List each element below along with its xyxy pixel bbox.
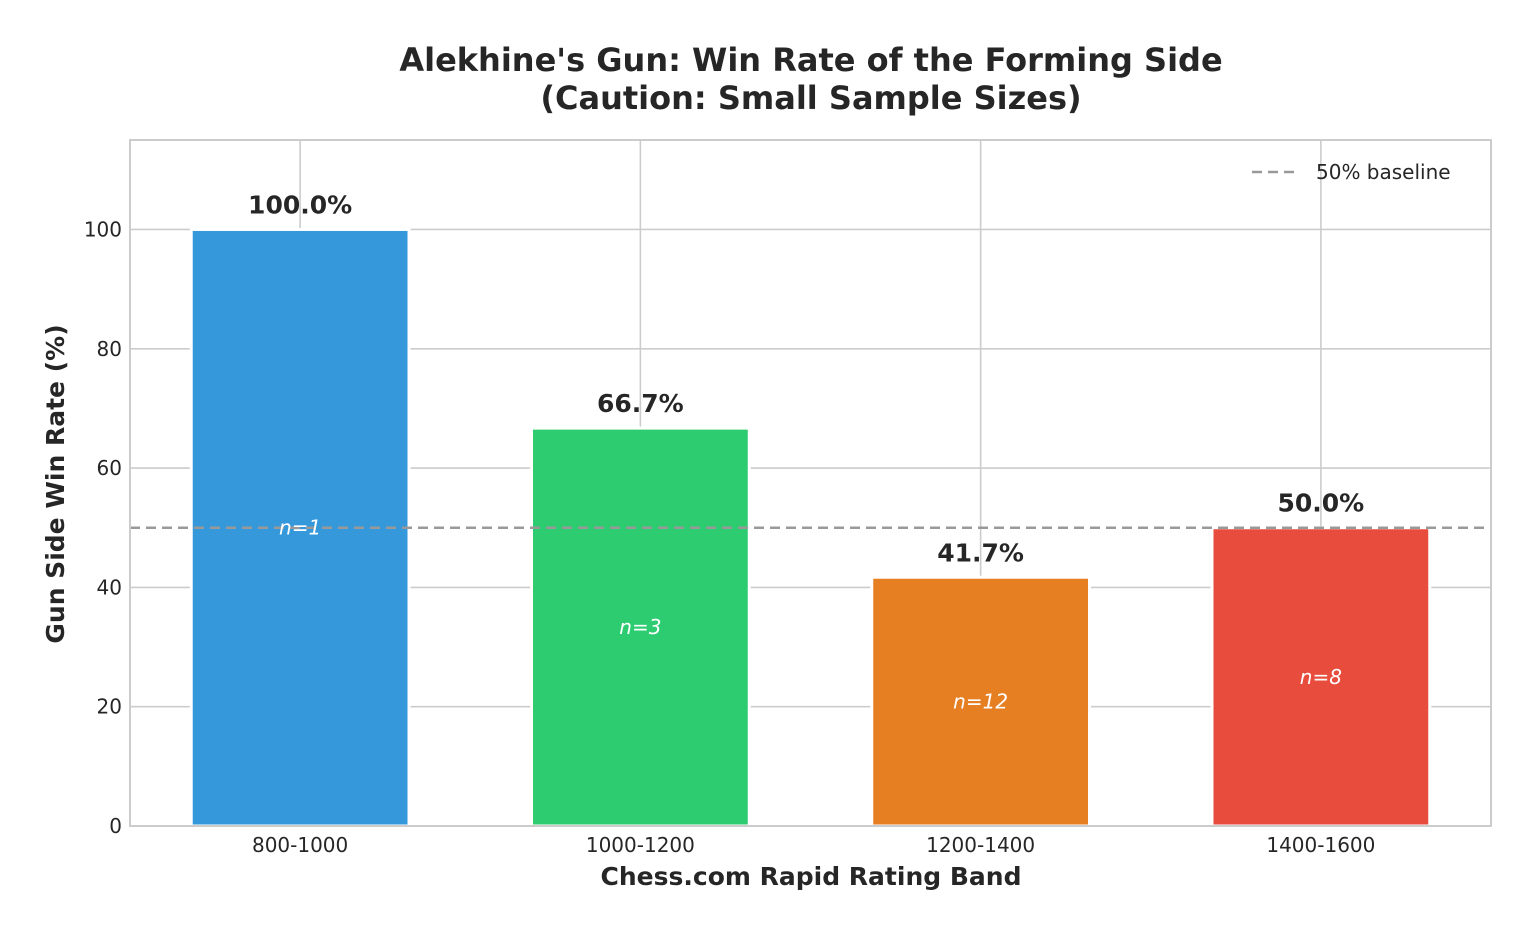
- y-tick-label: 80: [97, 337, 122, 361]
- sample-size-label: n=3: [619, 615, 661, 639]
- y-tick-label: 100: [84, 217, 122, 241]
- sample-size-label: n=8: [1300, 665, 1342, 689]
- sample-size-label: n=12: [953, 690, 1008, 714]
- x-tick-label: 800-1000: [252, 833, 348, 857]
- y-tick-label: 0: [109, 814, 122, 838]
- value-label: 50.0%: [1278, 489, 1365, 518]
- y-tick-label: 20: [97, 695, 122, 719]
- bar-1000-1200: [529, 426, 751, 828]
- value-label: 66.7%: [597, 389, 684, 418]
- chart-title-line2: (Caution: Small Sample Sizes): [540, 79, 1081, 117]
- y-tick-label: 60: [97, 456, 122, 480]
- sample-size-label: n=1: [279, 516, 321, 540]
- legend-baseline-label: 50% baseline: [1316, 160, 1451, 184]
- y-tick-label: 40: [97, 575, 122, 599]
- x-tick-label: 1200-1400: [926, 833, 1035, 857]
- bar-1200-1400: [870, 575, 1092, 828]
- legend: 50% baseline: [1252, 160, 1451, 184]
- value-label: 100.0%: [248, 190, 352, 219]
- chart-title-line1: Alekhine's Gun: Win Rate of the Forming …: [399, 41, 1222, 79]
- x-tick-label: 1000-1200: [586, 833, 695, 857]
- x-axis-label: Chess.com Rapid Rating Band: [601, 862, 1022, 891]
- plot-frame: [129, 139, 1492, 827]
- value-label: 41.7%: [937, 538, 1024, 567]
- x-tick-label: 1400-1600: [1266, 833, 1375, 857]
- y-axis-label: Gun Side Win Rate (%): [41, 324, 70, 643]
